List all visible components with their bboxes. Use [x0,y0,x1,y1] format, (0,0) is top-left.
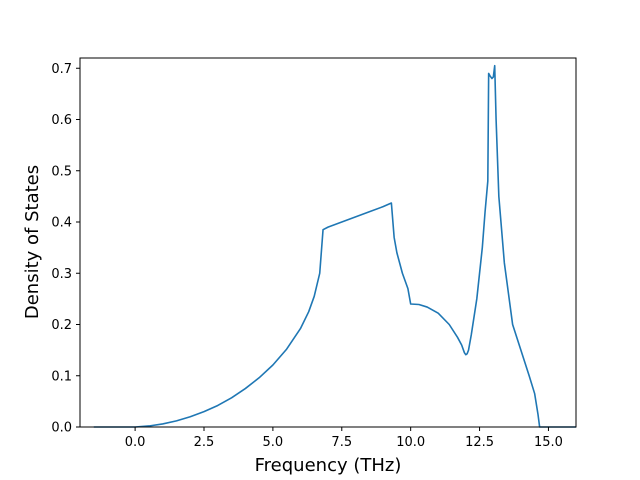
y-axis-title: Density of States [22,165,43,319]
x-tick-label: 7.5 [331,435,352,450]
x-tick-label: 2.5 [194,435,215,450]
ticks-layer: 0.0 2.5 5.0 7.5 10.0 12.5 15.0 0.0 0.1 0.2 0.3 0.4 0… [51,62,563,450]
y-tick-label: 0.2 [51,318,72,333]
data-layer [93,64,576,428]
x-axis-title: Frequency (THz) [255,455,402,476]
x-tick-label: 5.0 [263,435,284,450]
y-tick-label: 0.0 [51,421,72,436]
x-tick-label: 15.0 [534,435,563,450]
y-tick-label: 0.1 [51,369,72,384]
y-tick-label: 0.3 [51,267,72,282]
plot-frame [79,57,577,428]
y-tick-label: 0.4 [51,216,72,231]
y-tick-label: 0.6 [51,113,72,128]
dos-series-line [93,64,576,428]
y-tick-label: 0.5 [51,164,72,179]
x-tick-label: 10.0 [396,435,425,450]
x-tick-label: 0.0 [125,435,146,450]
x-tick-label: 12.5 [465,435,494,450]
y-tick-label: 0.7 [51,62,72,77]
plot-area [80,58,576,427]
